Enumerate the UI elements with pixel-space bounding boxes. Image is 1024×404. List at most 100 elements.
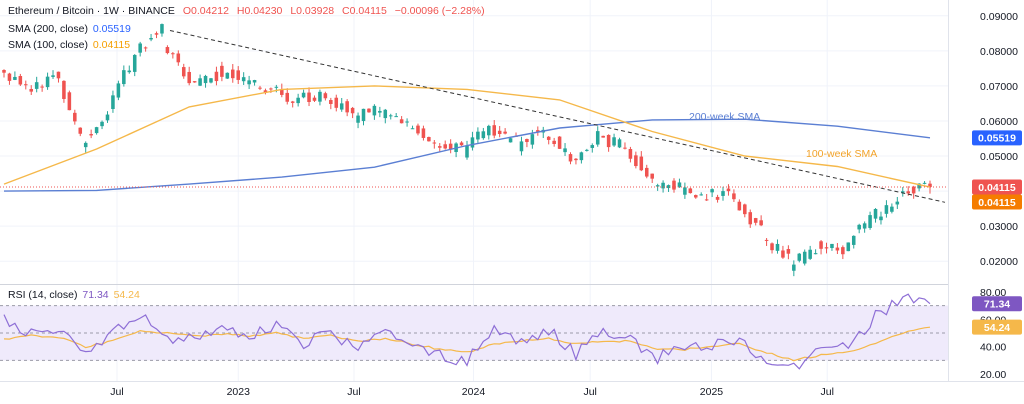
candle-body	[726, 188, 731, 192]
candle	[149, 33, 153, 42]
candle	[519, 136, 524, 156]
candle-body	[857, 224, 861, 230]
candle-body	[247, 80, 251, 85]
candle-body	[884, 205, 889, 214]
candle	[824, 242, 829, 254]
candle-body	[318, 91, 322, 102]
candle-body	[111, 95, 115, 110]
candle-body	[770, 243, 774, 251]
candle-body	[236, 70, 240, 80]
candle-body	[759, 220, 763, 226]
candle-body	[497, 130, 502, 135]
rsi-legend[interactable]: RSI (14, close) 71.34 54.24	[8, 289, 140, 301]
candle	[448, 139, 453, 154]
symbol-legend[interactable]: Ethereum / Bitcoin · 1W · BINANCE O0.042…	[8, 5, 485, 17]
candle-body	[862, 223, 867, 229]
candle	[557, 136, 562, 150]
candle	[546, 136, 551, 145]
candle-body	[448, 143, 453, 150]
candle-body	[683, 187, 687, 195]
candle-body	[753, 218, 758, 223]
candle	[443, 140, 447, 150]
candle	[432, 140, 437, 149]
candle-body	[67, 92, 72, 111]
candle-body	[394, 116, 398, 118]
candle	[2, 69, 6, 78]
rsi-tick-label: 80.00	[980, 287, 1006, 299]
candle-body	[813, 253, 818, 255]
candle	[345, 99, 349, 117]
symbol-title: Ethereum / Bitcoin · 1W · BINANCE	[8, 5, 175, 17]
time-axis[interactable]: Jul 2023 Jul 2024 Jul 2025 Jul	[110, 386, 834, 398]
candle	[797, 252, 802, 263]
candle	[258, 85, 262, 91]
ohlc-low: L0.03928	[290, 5, 335, 17]
candle	[203, 74, 208, 88]
candle-body	[192, 81, 197, 83]
candle	[252, 79, 257, 86]
candle-body	[2, 70, 6, 73]
candle-body	[732, 193, 736, 200]
candle-body	[579, 152, 584, 161]
candle-body	[187, 71, 191, 84]
candle-body	[715, 196, 720, 200]
candle	[399, 116, 404, 124]
candle	[459, 141, 464, 146]
candle-body	[710, 189, 714, 193]
candle	[574, 158, 578, 165]
candle	[187, 66, 191, 86]
candle-body	[45, 76, 50, 88]
candle	[759, 215, 763, 227]
candle-body	[198, 78, 202, 86]
candle-body	[143, 47, 148, 49]
candle-body	[203, 75, 208, 84]
candle	[56, 71, 61, 83]
candle-body	[372, 105, 377, 116]
rsi-ma-line	[3, 326, 931, 362]
candle	[890, 203, 894, 214]
sma200-legend[interactable]: SMA (200, close) 0.05519	[8, 23, 131, 35]
candle-body	[312, 97, 317, 101]
rsi-ma-value: 54.24	[113, 289, 140, 301]
sma100-legend[interactable]: SMA (100, close) 0.04115	[8, 39, 130, 51]
candle-body	[808, 249, 812, 259]
candle	[105, 111, 110, 123]
candle	[819, 239, 823, 255]
candle	[476, 127, 480, 143]
candle-body	[138, 43, 142, 53]
candle-body	[590, 145, 595, 148]
candle-body	[40, 86, 44, 88]
candle	[911, 185, 916, 199]
candle-body	[895, 201, 900, 205]
candle	[585, 148, 589, 152]
candle	[590, 143, 595, 153]
candle-body	[421, 128, 426, 138]
candle-body	[802, 251, 807, 264]
candle-body	[100, 121, 104, 127]
candle	[367, 108, 371, 113]
candle-body	[595, 131, 600, 145]
candle	[192, 81, 197, 83]
price-pane	[0, 23, 948, 277]
candle	[677, 178, 682, 188]
candle	[579, 151, 584, 164]
rsi-ma-badge-text: 54.24	[984, 322, 1010, 334]
candle-body	[160, 24, 164, 34]
candle	[307, 87, 311, 107]
rsi-label: RSI (14, close)	[8, 289, 78, 301]
candle-body	[650, 173, 654, 179]
candle-body	[165, 47, 170, 54]
candle-body	[928, 183, 932, 188]
candle	[241, 72, 246, 85]
candle-body	[356, 115, 360, 123]
candle-body	[105, 114, 110, 121]
candle	[601, 135, 605, 138]
candle	[231, 64, 235, 83]
time-tick-label: 2023	[227, 386, 251, 398]
candle	[214, 66, 219, 86]
candle	[481, 127, 486, 140]
candle-body	[301, 92, 306, 98]
candle-body	[350, 107, 355, 114]
candle	[301, 89, 306, 99]
